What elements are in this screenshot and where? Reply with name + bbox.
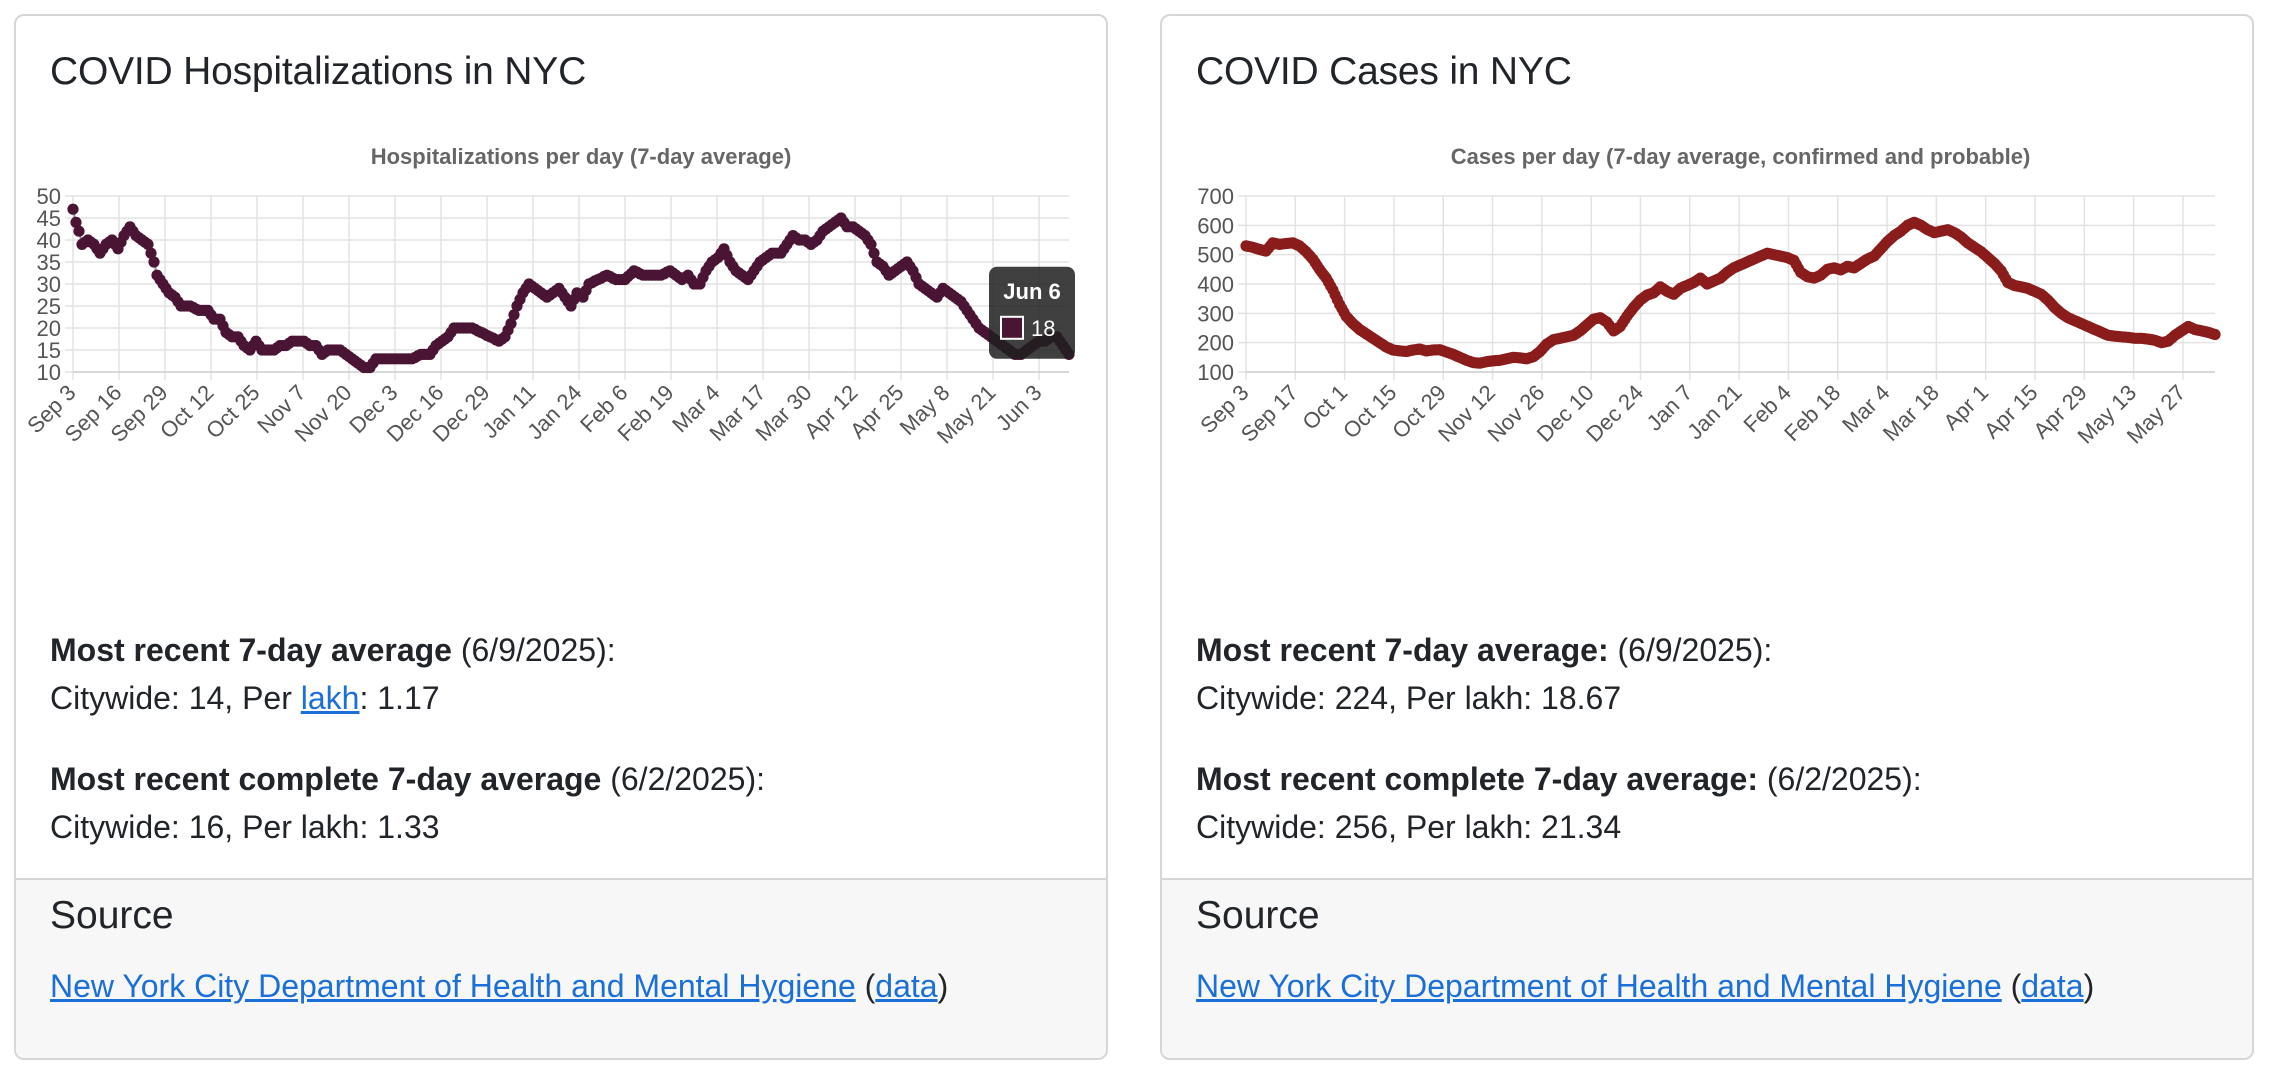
data-point bbox=[145, 247, 157, 259]
complete-average-label: Most recent complete 7-day average bbox=[50, 761, 602, 797]
paren-open: ( bbox=[2001, 968, 2022, 1004]
y-tick-label: 100 bbox=[1197, 360, 1234, 385]
data-point bbox=[865, 238, 877, 250]
y-tick-label: 30 bbox=[37, 272, 61, 297]
tooltip-value: 18 bbox=[1031, 316, 1055, 341]
x-tick-label: Jan 21 bbox=[1682, 380, 1746, 444]
data-link[interactable]: data bbox=[2021, 968, 2084, 1004]
recent-average-heading: Most recent 7-day average (6/9/2025): bbox=[50, 626, 765, 674]
tooltip-swatch bbox=[1000, 315, 1024, 340]
cases-card: COVID Cases in NYC Cases per day (7-day … bbox=[1160, 14, 2254, 1060]
complete-average-values: Citywide: 16, Per lakh: 1.33 bbox=[50, 809, 440, 845]
y-tick-label: 35 bbox=[37, 250, 61, 275]
x-tick-label: Mar 18 bbox=[1878, 380, 1944, 446]
recent-average-label: Most recent 7-day average bbox=[50, 632, 452, 668]
source-line: New York City Department of Health and M… bbox=[1196, 968, 2094, 1005]
chart-title: Cases per day (7-day average, confirmed … bbox=[1451, 144, 2031, 169]
y-tick-label: 20 bbox=[37, 316, 61, 341]
y-tick-label: 400 bbox=[1197, 272, 1234, 297]
source-heading: Source bbox=[1196, 894, 1320, 937]
series-points bbox=[1240, 216, 2221, 369]
cases-stats: Most recent 7-day average: (6/9/2025): C… bbox=[1196, 626, 1922, 851]
lakh-link[interactable]: lakh bbox=[300, 680, 360, 716]
recent-average-values: Citywide: 224, Per lakh: 18.67 bbox=[1196, 680, 1622, 716]
y-tick-label: 600 bbox=[1197, 213, 1234, 238]
data-point bbox=[508, 309, 520, 321]
x-tick-label: Feb 18 bbox=[1779, 380, 1845, 446]
y-tick-label: 15 bbox=[37, 338, 61, 363]
x-tick-label: Oct 25 bbox=[201, 380, 265, 444]
y-tick-label: 200 bbox=[1197, 331, 1234, 356]
paren-close: ) bbox=[937, 968, 949, 1004]
recent-per-lakh-value: : 1.17 bbox=[359, 680, 440, 716]
complete-average-date: (6/2/2025): bbox=[601, 761, 765, 797]
complete-average-heading: Most recent complete 7-day average: (6/2… bbox=[1196, 755, 1922, 803]
x-tick-label: Apr 15 bbox=[1979, 380, 2043, 444]
recent-average-date: (6/9/2025): bbox=[451, 632, 616, 668]
paren-open: ( bbox=[855, 968, 876, 1004]
data-point bbox=[142, 238, 154, 250]
data-point bbox=[505, 318, 517, 330]
tooltip: Jun 6 18 bbox=[989, 266, 1075, 359]
source-line: New York City Department of Health and M… bbox=[50, 968, 948, 1005]
chart-title: Hospitalizations per day (7-day average) bbox=[371, 144, 792, 169]
complete-average-date: (6/2/2025): bbox=[1757, 761, 1922, 797]
x-tick-label: Jun 3 bbox=[991, 380, 1047, 436]
recent-average-date: (6/9/2025): bbox=[1608, 632, 1773, 668]
hospitalizations-card: COVID Hospitalizations in NYC Hospitaliz… bbox=[14, 14, 1108, 1060]
recent-average-values: Citywide: 14, Per lakh: 1.17 bbox=[50, 674, 765, 722]
x-tick-label: Apr 25 bbox=[845, 380, 909, 444]
cases-chart[interactable]: Cases per day (7-day average, confirmed … bbox=[1162, 131, 2254, 631]
data-point bbox=[868, 247, 880, 259]
source-section: Source New York City Department of Healt… bbox=[1162, 878, 2252, 1058]
y-tick-label: 40 bbox=[37, 228, 61, 253]
y-tick-label: 500 bbox=[1197, 243, 1234, 268]
y-tick-label: 25 bbox=[37, 294, 61, 319]
x-tick-label: Oct 15 bbox=[1338, 380, 1402, 444]
y-tick-label: 700 bbox=[1197, 184, 1234, 209]
data-point bbox=[67, 203, 79, 215]
tooltip-label: Jun 6 bbox=[1003, 279, 1060, 304]
data-point bbox=[2209, 328, 2221, 341]
series-points bbox=[67, 203, 1075, 374]
paren-close: ) bbox=[2083, 968, 2095, 1004]
recent-average-label: Most recent 7-day average: bbox=[1196, 632, 1609, 668]
complete-average-label: Most recent complete 7-day average: bbox=[1196, 761, 1758, 797]
dohmh-link[interactable]: New York City Department of Health and M… bbox=[50, 968, 856, 1004]
hospitalizations-stats: Most recent 7-day average (6/9/2025): Ci… bbox=[50, 626, 765, 851]
x-tick-label: Sep 17 bbox=[1236, 380, 1303, 447]
recent-average-heading: Most recent 7-day average: (6/9/2025): bbox=[1196, 626, 1922, 674]
recent-citywide-text: Citywide: 14, Per bbox=[50, 680, 301, 716]
dohmh-link[interactable]: New York City Department of Health and M… bbox=[1196, 968, 2002, 1004]
data-point bbox=[148, 256, 160, 268]
data-point bbox=[70, 216, 82, 228]
complete-average-values: Citywide: 256, Per lakh: 21.34 bbox=[1196, 809, 1622, 845]
source-section: Source New York City Department of Healt… bbox=[16, 878, 1106, 1058]
y-tick-label: 50 bbox=[37, 184, 61, 209]
hospitalizations-chart[interactable]: Hospitalizations per day (7-day average)… bbox=[16, 131, 1108, 631]
data-point bbox=[73, 225, 85, 237]
y-tick-label: 45 bbox=[37, 206, 61, 231]
data-link[interactable]: data bbox=[875, 968, 938, 1004]
source-heading: Source bbox=[50, 894, 174, 937]
complete-average-heading: Most recent complete 7-day average (6/2/… bbox=[50, 755, 765, 803]
card-title: COVID Cases in NYC bbox=[1196, 50, 1572, 93]
card-title: COVID Hospitalizations in NYC bbox=[50, 50, 587, 93]
y-tick-label: 10 bbox=[37, 360, 61, 385]
y-tick-label: 300 bbox=[1197, 301, 1234, 326]
